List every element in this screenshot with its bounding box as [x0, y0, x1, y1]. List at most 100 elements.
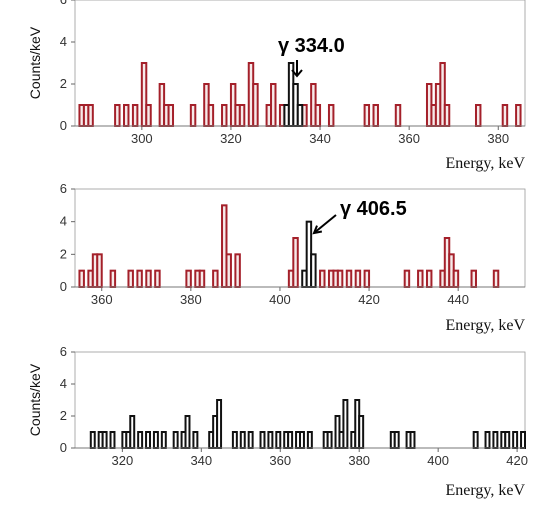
bin-black [393, 431, 400, 449]
y-tick-label: 4 [60, 376, 67, 391]
bin-black [275, 431, 282, 449]
x-tick-label: 340 [309, 131, 331, 146]
bin-red [221, 104, 228, 127]
bin-red [452, 269, 460, 288]
bin-black [409, 431, 416, 449]
y-tick-label: 6 [60, 344, 67, 359]
y-tick-label: 0 [60, 440, 67, 455]
bin-red [474, 104, 482, 127]
bin-red [136, 269, 143, 288]
bin-red [252, 83, 259, 127]
x-tick-label: 380 [348, 453, 370, 468]
x-tick-label: 420 [506, 453, 528, 468]
y-tick-label: 6 [60, 181, 67, 196]
bin-black [358, 415, 365, 449]
bin-black [484, 431, 491, 449]
bin-red [363, 269, 371, 288]
bin-black [299, 431, 305, 449]
bin-black [310, 253, 317, 288]
bin-black [89, 431, 96, 449]
bin-black [287, 431, 294, 449]
x-axis-label: Energy, keV [445, 482, 525, 499]
peak-annotation: γ 334.0 [278, 35, 345, 57]
bin-black [306, 431, 313, 449]
y-tick-label: 2 [60, 76, 67, 91]
x-tick-label: 440 [447, 292, 469, 307]
bin-red [403, 269, 411, 288]
bin-black [472, 431, 479, 449]
bin-red [123, 104, 130, 127]
y-axis-label: Counts/keV [27, 26, 43, 99]
bin-red [225, 253, 232, 288]
bin-red [185, 269, 192, 288]
bin-black [259, 431, 266, 449]
bin-black [172, 431, 179, 449]
bin-red [394, 104, 402, 127]
y-tick-label: 2 [60, 408, 67, 423]
bin-black [192, 431, 199, 449]
y-tick-label: 0 [60, 279, 67, 294]
bin-black [152, 431, 159, 449]
x-tick-label: 380 [487, 131, 509, 146]
x-tick-label: 320 [112, 453, 134, 468]
x-tick-label: 320 [220, 131, 242, 146]
bin-black [247, 431, 254, 449]
y-tick-label: 2 [60, 246, 67, 261]
x-tick-label: 420 [358, 292, 380, 307]
bin-red [131, 104, 139, 127]
annotation-arrowhead [291, 69, 303, 78]
x-tick-label: 380 [180, 292, 202, 307]
bin-black [216, 399, 223, 449]
bin-black [231, 431, 238, 449]
chart-panel-1: 0 2 4 6 300 320 340 360 380 Counts/keV Energy, keV… [27, 0, 525, 172]
annotation-arrow [313, 214, 337, 234]
bin-red [292, 237, 299, 288]
x-tick-label: 360 [398, 131, 420, 146]
bin-red [501, 104, 509, 127]
bin-black [504, 431, 511, 449]
bin-black [184, 415, 191, 449]
bin-black [160, 431, 167, 449]
bin-red [319, 269, 326, 288]
y-axis-label: Counts/keV [27, 363, 43, 436]
bin-black [109, 431, 116, 449]
bin-red [207, 104, 215, 127]
bin-red [109, 269, 117, 288]
x-tick-label: 360 [269, 453, 291, 468]
bin-black [129, 415, 136, 449]
bin-red [363, 104, 371, 127]
bin-red [167, 104, 175, 127]
bin-red [314, 104, 322, 127]
x-axis-label: Energy, keV [445, 317, 525, 334]
y-tick-label: 4 [60, 34, 67, 49]
peak-annotation: γ 406.5 [340, 198, 407, 220]
bin-red [145, 104, 152, 127]
bin-red [145, 269, 152, 288]
bin-red [354, 269, 362, 288]
x-tick-label: 400 [427, 453, 449, 468]
y-tick-label: 4 [60, 214, 67, 229]
bin-red [270, 83, 277, 127]
bin-red [238, 104, 246, 127]
x-tick-label: 360 [91, 292, 113, 307]
y-tick-label: 0 [60, 118, 67, 133]
bin-red [154, 269, 161, 288]
bin-black [267, 431, 274, 449]
bin-red [198, 269, 206, 288]
bin-black [512, 431, 519, 449]
chart-panel-2: 0 2 4 6 360 380 400 420 440 Energy, keV γ 406.5 [60, 181, 526, 334]
bin-black [137, 431, 144, 449]
bin-red [443, 104, 451, 127]
bin-red [372, 104, 379, 127]
bin-black [342, 399, 349, 449]
bin-red [327, 104, 335, 127]
bin-red [492, 269, 500, 288]
x-tick-label: 400 [269, 292, 291, 307]
bin-red [96, 253, 103, 288]
bin-black [520, 431, 526, 449]
bin-black [239, 431, 246, 449]
bin-black [296, 104, 304, 127]
bin-red [234, 253, 241, 288]
bin-red [425, 269, 433, 288]
